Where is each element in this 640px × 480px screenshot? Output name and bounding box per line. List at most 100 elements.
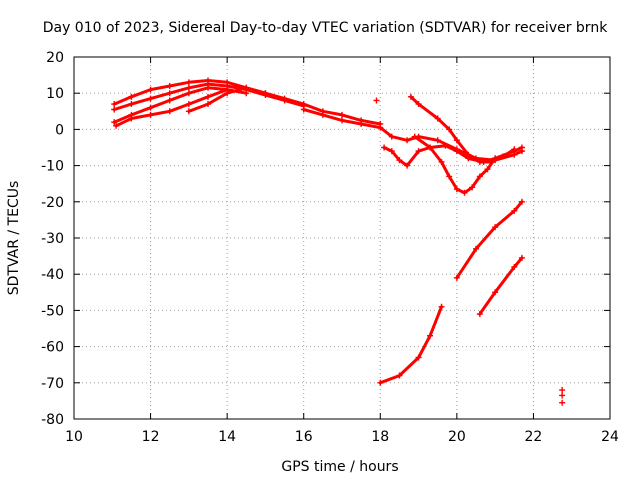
series-line bbox=[413, 135, 497, 195]
data-point bbox=[396, 372, 403, 379]
data-point bbox=[377, 379, 384, 386]
data-point bbox=[559, 392, 566, 399]
data-point bbox=[243, 84, 250, 91]
data-point bbox=[111, 119, 118, 126]
data-point bbox=[492, 224, 499, 231]
data-point bbox=[518, 198, 525, 205]
y-tick-label: -60 bbox=[41, 340, 64, 356]
data-point bbox=[499, 153, 506, 160]
data-point bbox=[243, 90, 250, 97]
data-point bbox=[476, 311, 483, 318]
data-point bbox=[111, 106, 118, 113]
data-point bbox=[396, 157, 403, 164]
data-point bbox=[473, 245, 479, 252]
y-tick-label: -20 bbox=[41, 195, 64, 211]
data-point bbox=[415, 101, 422, 108]
data-point bbox=[128, 115, 135, 122]
data-point bbox=[339, 117, 345, 124]
series-line bbox=[114, 88, 248, 128]
data-point bbox=[427, 332, 434, 339]
data-point bbox=[166, 82, 173, 89]
data-point bbox=[446, 173, 453, 180]
y-tick-label: -70 bbox=[41, 376, 64, 392]
data-point bbox=[476, 158, 483, 165]
data-point bbox=[453, 274, 460, 281]
chart-title: Day 010 of 2023, Sidereal Day-to-day VTE… bbox=[43, 20, 608, 36]
data-point bbox=[404, 162, 411, 169]
data-point bbox=[381, 144, 388, 151]
data-point bbox=[434, 137, 441, 144]
series-track-5 bbox=[185, 84, 269, 115]
data-point bbox=[262, 90, 269, 97]
data-point bbox=[166, 90, 173, 97]
data-point bbox=[453, 148, 460, 155]
x-tick-label: 12 bbox=[142, 429, 160, 445]
data-point bbox=[166, 108, 173, 115]
data-point bbox=[453, 137, 460, 144]
data-point bbox=[205, 101, 211, 108]
data-point bbox=[185, 79, 192, 86]
grid bbox=[74, 57, 610, 419]
data-point bbox=[511, 207, 518, 214]
x-tick-label: 20 bbox=[448, 429, 466, 445]
x-tick-label: 10 bbox=[65, 429, 83, 445]
y-tick-label: -30 bbox=[41, 231, 64, 247]
data-point bbox=[434, 115, 441, 122]
data-point bbox=[484, 166, 491, 173]
series-track-10 bbox=[377, 303, 445, 386]
data-point bbox=[339, 111, 345, 118]
data-point bbox=[559, 387, 566, 394]
data-point bbox=[224, 90, 231, 97]
isolated-points bbox=[373, 97, 566, 406]
series-line bbox=[382, 144, 524, 168]
y-tick-label: -10 bbox=[41, 159, 64, 175]
y-tick-label: -40 bbox=[41, 267, 64, 283]
data-point bbox=[492, 155, 499, 162]
series-track-8 bbox=[407, 93, 518, 165]
data-point bbox=[147, 111, 154, 118]
data-point bbox=[185, 108, 192, 115]
data-point bbox=[388, 133, 395, 140]
data-point bbox=[518, 254, 525, 261]
series-line bbox=[478, 256, 524, 316]
x-tick-label: 14 bbox=[218, 429, 236, 445]
data-point bbox=[185, 101, 192, 108]
data-point bbox=[453, 186, 460, 193]
x-tick-label: 18 bbox=[371, 429, 389, 445]
data-point bbox=[559, 399, 566, 406]
data-point bbox=[404, 137, 411, 144]
data-point bbox=[511, 263, 518, 270]
data-point bbox=[185, 84, 192, 91]
data-point bbox=[427, 144, 434, 151]
data-point bbox=[113, 122, 120, 129]
x-axis: 10 12 14 16 18 20 22 24 bbox=[65, 57, 619, 445]
data-point bbox=[281, 97, 288, 104]
data-point bbox=[205, 84, 211, 91]
data-point bbox=[411, 133, 418, 140]
data-point bbox=[511, 146, 518, 153]
data-point bbox=[128, 93, 135, 100]
data-point bbox=[128, 101, 135, 108]
data-point bbox=[415, 354, 422, 361]
y-tick-label: 10 bbox=[46, 86, 64, 102]
series-track-11 bbox=[453, 198, 525, 281]
data-point bbox=[465, 151, 472, 158]
data-point bbox=[446, 126, 453, 133]
data-point bbox=[147, 104, 154, 111]
series-line bbox=[378, 305, 443, 385]
series-track-12 bbox=[476, 254, 525, 318]
data-point bbox=[300, 106, 307, 113]
x-tick-label: 16 bbox=[295, 429, 313, 445]
data-point bbox=[469, 184, 476, 191]
data-point bbox=[147, 95, 154, 102]
data-point bbox=[492, 289, 499, 296]
data-point bbox=[461, 189, 468, 196]
x-tick-label: 24 bbox=[601, 429, 619, 445]
data-point bbox=[205, 93, 211, 100]
y-axis: -80 -70 -60 -50 -40 -30 -20 -10 0 10 20 bbox=[41, 50, 610, 428]
series-line bbox=[409, 95, 516, 164]
data-point bbox=[442, 142, 449, 149]
series-track-6 bbox=[300, 106, 525, 164]
data-point bbox=[438, 158, 445, 165]
